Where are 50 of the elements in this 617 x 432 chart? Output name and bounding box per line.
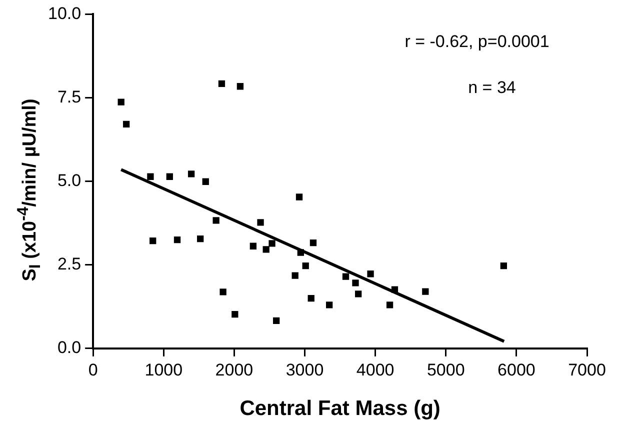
point	[202, 178, 209, 185]
point	[232, 310, 238, 318]
point	[257, 219, 264, 226]
point	[422, 288, 429, 295]
point	[310, 239, 317, 246]
x-tick-label: 7000	[568, 360, 606, 380]
x-tick-label: 6000	[498, 360, 536, 380]
point	[292, 272, 298, 279]
y-tick-label: 10.0	[48, 4, 82, 23]
x-tick-label: 2000	[215, 360, 254, 380]
point	[250, 242, 257, 250]
point	[500, 262, 507, 270]
point	[308, 294, 314, 302]
y-tick-label: 0.0	[57, 338, 82, 358]
point	[147, 173, 154, 180]
point	[218, 80, 226, 88]
point	[297, 249, 304, 256]
point	[118, 98, 124, 106]
point	[352, 280, 359, 286]
annotation: n = 34	[468, 78, 516, 97]
point	[273, 317, 280, 324]
point	[262, 246, 270, 253]
y-tick-label: 7.5	[57, 87, 82, 106]
x-tick-label: 0	[88, 360, 98, 380]
point	[166, 173, 173, 180]
point	[268, 240, 276, 247]
x-tick-label: 3000	[286, 360, 324, 380]
x-tick-label: 1000	[144, 360, 183, 380]
x-tick-label: 5000	[426, 360, 465, 380]
x-tick-label: 4000	[356, 360, 394, 380]
point	[302, 262, 309, 270]
point	[342, 273, 350, 280]
y-tick-label: 2.5	[57, 254, 82, 274]
x-axis-title: Central Fat Mass (g)	[240, 397, 440, 420]
annotation: r = -0.62, p=0.0001	[404, 32, 550, 51]
point	[188, 170, 195, 178]
point	[197, 235, 204, 242]
point	[391, 286, 398, 293]
point	[367, 270, 374, 278]
point	[236, 83, 244, 90]
point	[220, 288, 226, 296]
point	[150, 237, 156, 244]
y-tick-label: 5.0	[57, 170, 82, 190]
point	[212, 217, 220, 224]
point	[386, 302, 394, 308]
point	[354, 290, 362, 298]
point	[122, 120, 130, 128]
point	[174, 236, 181, 244]
point	[296, 194, 303, 200]
point	[326, 302, 333, 308]
